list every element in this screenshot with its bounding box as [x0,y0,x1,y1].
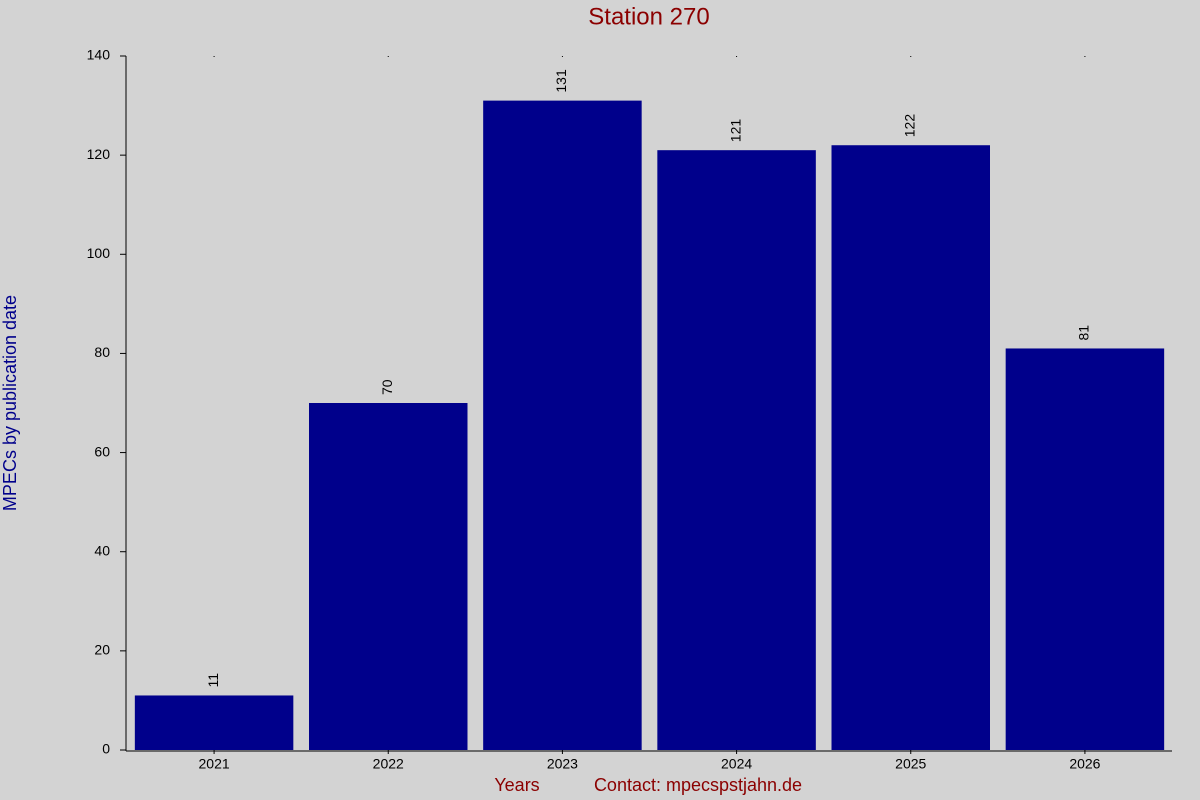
y-tick-label: 20 [94,642,110,658]
annotation: Contact: mpecspstjahn.de [594,775,802,795]
bar [134,695,294,750]
x-tick-label: 2024 [721,756,752,772]
value-label: 70 [379,379,395,395]
x-axis-label: Years [494,775,539,795]
y-tick-label: 60 [94,443,110,459]
x-tick-label: 2022 [373,756,404,772]
x-tick-label: 2026 [1069,756,1100,772]
y-tick-label: 80 [94,344,110,360]
y-tick-label: 120 [87,146,111,162]
y-tick-label: 140 [87,47,111,63]
bar [1005,348,1165,750]
value-label: 122 [901,114,917,138]
x-tick-label: 2021 [199,756,230,772]
bar [309,403,468,750]
value-label: 11 [205,673,221,688]
x-tick-label: 2023 [547,756,578,772]
bar [831,145,990,750]
value-label: 121 [727,119,743,143]
y-tick-label: 0 [102,741,110,757]
bar [657,150,816,750]
value-label: 131 [553,69,569,93]
value-label: 81 [1076,325,1092,341]
chart-title: Station 270 [588,3,709,30]
y-tick-label: 40 [94,542,110,558]
y-tick-label: 100 [87,245,111,261]
y-axis-label: MPECs by publication date [0,295,20,511]
bar [483,100,642,751]
x-tick-label: 2025 [895,756,926,772]
